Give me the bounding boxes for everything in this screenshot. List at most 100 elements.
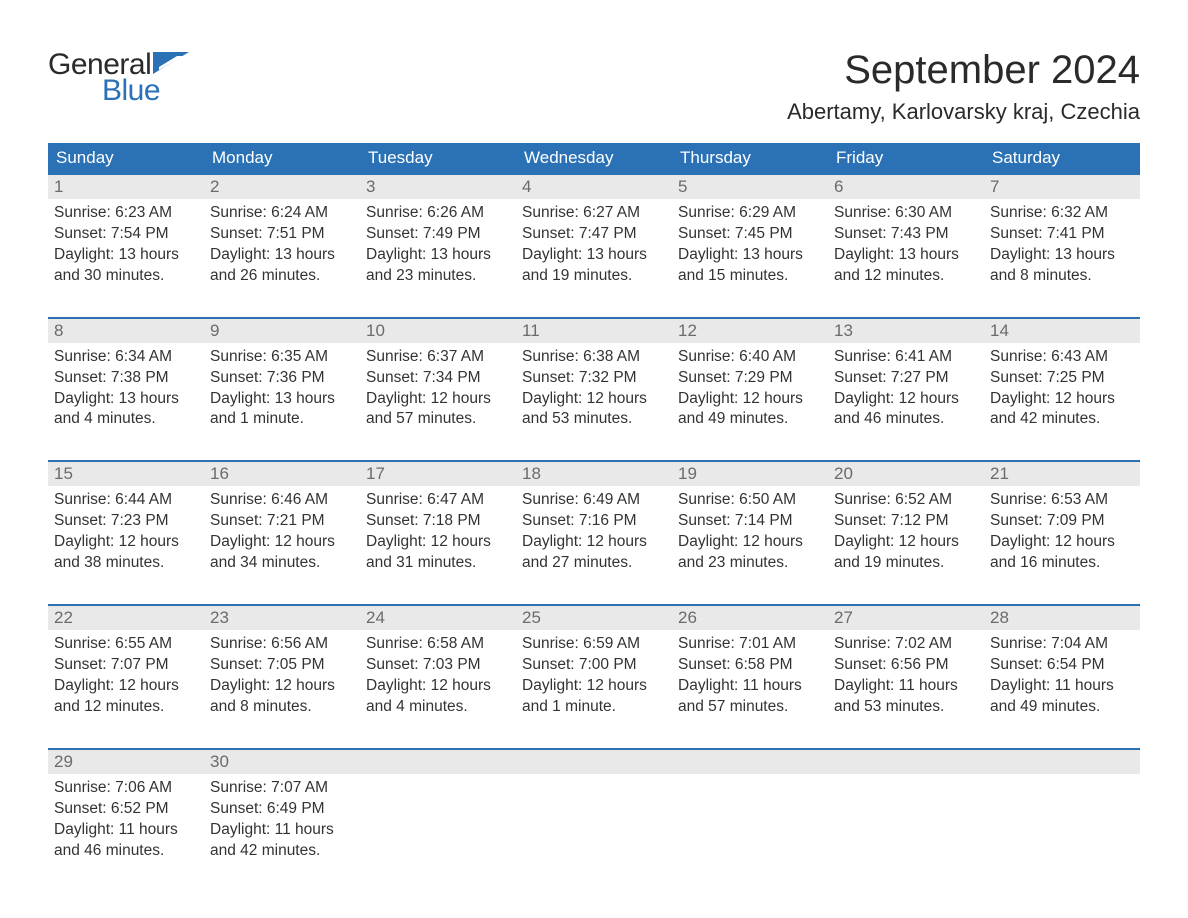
calendar-day: 27Sunrise: 7:02 AMSunset: 6:56 PMDayligh…: [828, 606, 984, 724]
day-number: 25: [516, 606, 672, 630]
calendar-day: 17Sunrise: 6:47 AMSunset: 7:18 PMDayligh…: [360, 462, 516, 580]
daylight-line-2: and 46 minutes.: [834, 409, 978, 430]
daylight-line-2: and 16 minutes.: [990, 553, 1134, 574]
calendar-day: 30Sunrise: 7:07 AMSunset: 6:49 PMDayligh…: [204, 750, 360, 868]
daylight-line-2: and 46 minutes.: [54, 841, 198, 862]
calendar-week: 22Sunrise: 6:55 AMSunset: 7:07 PMDayligh…: [48, 604, 1140, 724]
sunset-line: Sunset: 7:54 PM: [54, 224, 198, 245]
daylight-line-1: Daylight: 12 hours: [54, 532, 198, 553]
day-details: Sunrise: 6:26 AMSunset: 7:49 PMDaylight:…: [360, 199, 516, 293]
daylight-line-1: Daylight: 12 hours: [990, 532, 1134, 553]
calendar-day: .: [360, 750, 516, 868]
weekday-header: Monday: [204, 143, 360, 173]
sunrise-line: Sunrise: 6:23 AM: [54, 203, 198, 224]
weekday-header: Wednesday: [516, 143, 672, 173]
calendar-day: 22Sunrise: 6:55 AMSunset: 7:07 PMDayligh…: [48, 606, 204, 724]
calendar-day: 28Sunrise: 7:04 AMSunset: 6:54 PMDayligh…: [984, 606, 1140, 724]
daylight-line-1: Daylight: 13 hours: [54, 389, 198, 410]
daylight-line-1: Daylight: 11 hours: [678, 676, 822, 697]
calendar-day: 19Sunrise: 6:50 AMSunset: 7:14 PMDayligh…: [672, 462, 828, 580]
location-subtitle: Abertamy, Karlovarsky kraj, Czechia: [787, 99, 1140, 125]
daylight-line-1: Daylight: 13 hours: [210, 389, 354, 410]
calendar-week: 29Sunrise: 7:06 AMSunset: 6:52 PMDayligh…: [48, 748, 1140, 868]
day-number: 22: [48, 606, 204, 630]
daylight-line-2: and 1 minute.: [522, 697, 666, 718]
calendar-day: 6Sunrise: 6:30 AMSunset: 7:43 PMDaylight…: [828, 175, 984, 293]
day-number: 18: [516, 462, 672, 486]
daylight-line-2: and 12 minutes.: [834, 266, 978, 287]
calendar-day: 21Sunrise: 6:53 AMSunset: 7:09 PMDayligh…: [984, 462, 1140, 580]
daylight-line-1: Daylight: 11 hours: [990, 676, 1134, 697]
day-details: Sunrise: 7:07 AMSunset: 6:49 PMDaylight:…: [204, 774, 360, 868]
day-details: Sunrise: 6:35 AMSunset: 7:36 PMDaylight:…: [204, 343, 360, 437]
day-number: 30: [204, 750, 360, 774]
sunrise-line: Sunrise: 7:07 AM: [210, 778, 354, 799]
calendar: Sunday Monday Tuesday Wednesday Thursday…: [48, 143, 1140, 867]
day-number: 26: [672, 606, 828, 630]
calendar-day: 20Sunrise: 6:52 AMSunset: 7:12 PMDayligh…: [828, 462, 984, 580]
calendar-day: .: [828, 750, 984, 868]
calendar-day: 25Sunrise: 6:59 AMSunset: 7:00 PMDayligh…: [516, 606, 672, 724]
day-details: Sunrise: 6:50 AMSunset: 7:14 PMDaylight:…: [672, 486, 828, 580]
daylight-line-1: Daylight: 13 hours: [210, 245, 354, 266]
day-details: Sunrise: 6:56 AMSunset: 7:05 PMDaylight:…: [204, 630, 360, 724]
day-details: Sunrise: 6:34 AMSunset: 7:38 PMDaylight:…: [48, 343, 204, 437]
sunset-line: Sunset: 7:14 PM: [678, 511, 822, 532]
daylight-line-1: Daylight: 11 hours: [834, 676, 978, 697]
day-details: Sunrise: 6:43 AMSunset: 7:25 PMDaylight:…: [984, 343, 1140, 437]
day-details: Sunrise: 6:30 AMSunset: 7:43 PMDaylight:…: [828, 199, 984, 293]
day-details: Sunrise: 6:29 AMSunset: 7:45 PMDaylight:…: [672, 199, 828, 293]
calendar-day: 8Sunrise: 6:34 AMSunset: 7:38 PMDaylight…: [48, 319, 204, 437]
daylight-line-1: Daylight: 12 hours: [834, 389, 978, 410]
calendar-day: 18Sunrise: 6:49 AMSunset: 7:16 PMDayligh…: [516, 462, 672, 580]
sunrise-line: Sunrise: 6:43 AM: [990, 347, 1134, 368]
day-number: 4: [516, 175, 672, 199]
daylight-line-2: and 57 minutes.: [678, 697, 822, 718]
sunset-line: Sunset: 7:49 PM: [366, 224, 510, 245]
daylight-line-2: and 19 minutes.: [834, 553, 978, 574]
sunrise-line: Sunrise: 6:32 AM: [990, 203, 1134, 224]
calendar-day: .: [672, 750, 828, 868]
day-number: 9: [204, 319, 360, 343]
sunrise-line: Sunrise: 6:24 AM: [210, 203, 354, 224]
sunrise-line: Sunrise: 7:01 AM: [678, 634, 822, 655]
day-details: Sunrise: 6:38 AMSunset: 7:32 PMDaylight:…: [516, 343, 672, 437]
calendar-day: 29Sunrise: 7:06 AMSunset: 6:52 PMDayligh…: [48, 750, 204, 868]
day-number: 12: [672, 319, 828, 343]
sunrise-line: Sunrise: 6:27 AM: [522, 203, 666, 224]
daylight-line-2: and 8 minutes.: [990, 266, 1134, 287]
day-number: 21: [984, 462, 1140, 486]
daylight-line-1: Daylight: 11 hours: [210, 820, 354, 841]
day-details: Sunrise: 6:40 AMSunset: 7:29 PMDaylight:…: [672, 343, 828, 437]
day-details: Sunrise: 7:04 AMSunset: 6:54 PMDaylight:…: [984, 630, 1140, 724]
sunrise-line: Sunrise: 6:53 AM: [990, 490, 1134, 511]
daylight-line-2: and 31 minutes.: [366, 553, 510, 574]
sunset-line: Sunset: 7:45 PM: [678, 224, 822, 245]
day-details: Sunrise: 7:02 AMSunset: 6:56 PMDaylight:…: [828, 630, 984, 724]
daylight-line-2: and 19 minutes.: [522, 266, 666, 287]
sunset-line: Sunset: 7:23 PM: [54, 511, 198, 532]
daylight-line-1: Daylight: 12 hours: [834, 532, 978, 553]
daylight-line-1: Daylight: 13 hours: [678, 245, 822, 266]
sunrise-line: Sunrise: 6:41 AM: [834, 347, 978, 368]
brand-word-2: Blue: [102, 74, 160, 108]
sunset-line: Sunset: 7:43 PM: [834, 224, 978, 245]
calendar-week: 8Sunrise: 6:34 AMSunset: 7:38 PMDaylight…: [48, 317, 1140, 437]
day-number: 17: [360, 462, 516, 486]
sunset-line: Sunset: 7:38 PM: [54, 368, 198, 389]
sunset-line: Sunset: 7:16 PM: [522, 511, 666, 532]
sunrise-line: Sunrise: 6:29 AM: [678, 203, 822, 224]
sunset-line: Sunset: 7:34 PM: [366, 368, 510, 389]
sunset-line: Sunset: 7:32 PM: [522, 368, 666, 389]
sunset-line: Sunset: 7:12 PM: [834, 511, 978, 532]
calendar-day: 24Sunrise: 6:58 AMSunset: 7:03 PMDayligh…: [360, 606, 516, 724]
daylight-line-1: Daylight: 12 hours: [990, 389, 1134, 410]
daylight-line-2: and 4 minutes.: [366, 697, 510, 718]
sunrise-line: Sunrise: 6:52 AM: [834, 490, 978, 511]
sunrise-line: Sunrise: 7:04 AM: [990, 634, 1134, 655]
sunset-line: Sunset: 7:18 PM: [366, 511, 510, 532]
day-details: Sunrise: 6:24 AMSunset: 7:51 PMDaylight:…: [204, 199, 360, 293]
daylight-line-2: and 27 minutes.: [522, 553, 666, 574]
day-details: Sunrise: 6:32 AMSunset: 7:41 PMDaylight:…: [984, 199, 1140, 293]
daylight-line-1: Daylight: 13 hours: [522, 245, 666, 266]
